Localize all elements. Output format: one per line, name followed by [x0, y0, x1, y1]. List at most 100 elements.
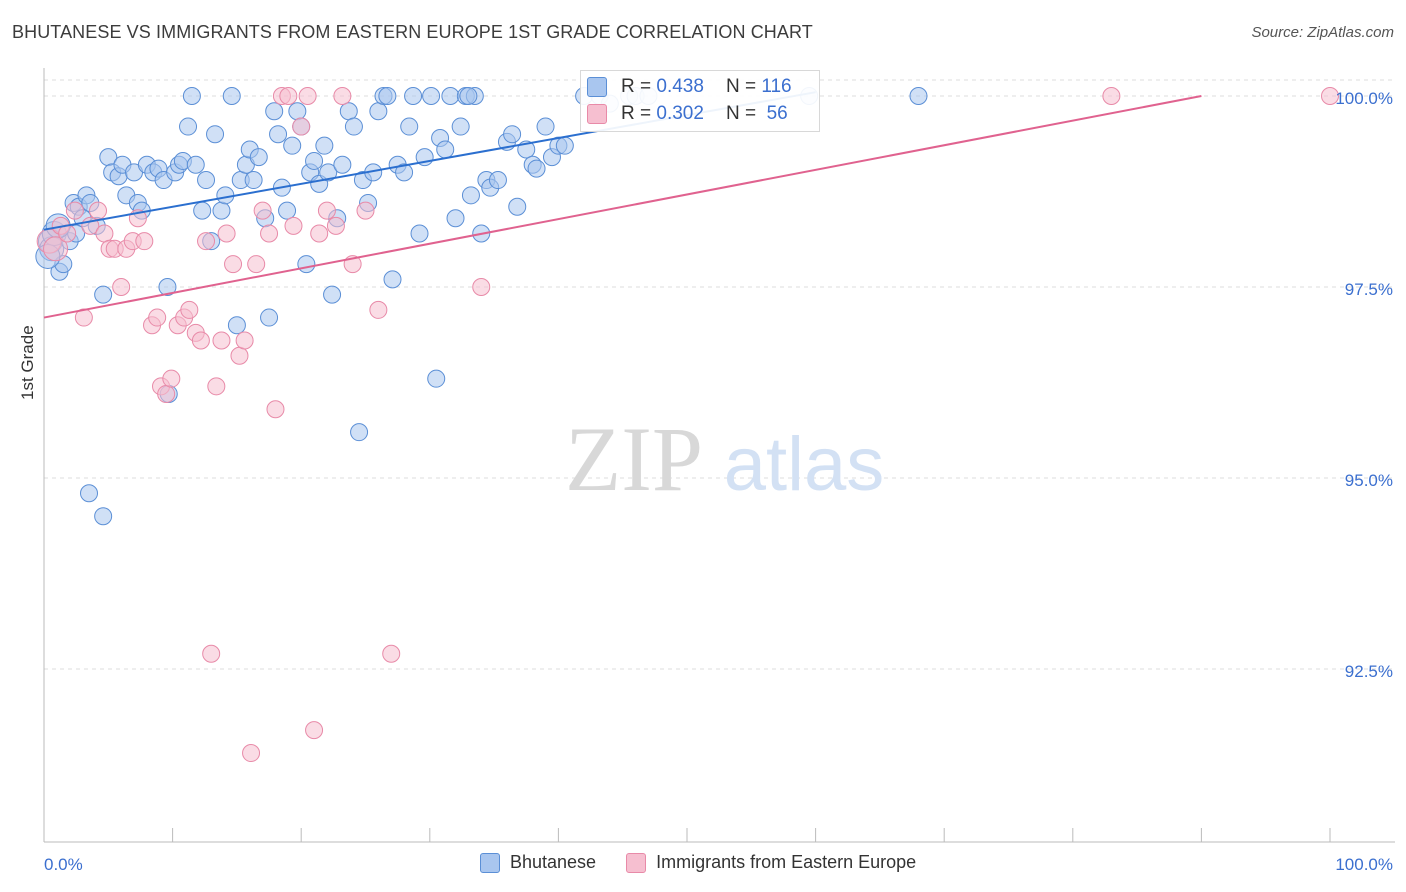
- point-s0-109: [909, 87, 928, 105]
- point-s0-62: [333, 155, 352, 174]
- point-s1-46: [317, 201, 336, 220]
- point-s1-40: [279, 87, 298, 105]
- point-s1-51: [369, 300, 388, 319]
- y-tick-label-3: 100.0%: [1335, 89, 1393, 108]
- point-s0-36: [212, 201, 231, 220]
- watermark-atlas: atlas: [724, 422, 885, 507]
- legend-swatch-bhutanese: [480, 852, 500, 873]
- axes: [43, 68, 1395, 843]
- point-s1-19: [157, 384, 176, 403]
- series-legend: Bhutanese Immigrants from Eastern Europe: [480, 852, 946, 873]
- point-s0-35: [206, 125, 225, 144]
- bhutanese-swatch: [587, 77, 607, 97]
- point-s0-52: [288, 102, 307, 121]
- point-s1-7: [89, 201, 108, 220]
- point-s0-98: [527, 159, 546, 178]
- x-tick-label-max: 100.0%: [1335, 855, 1393, 874]
- point-s1-42: [292, 117, 311, 136]
- legend-label-bhutanese: Bhutanese: [510, 852, 597, 872]
- point-s1-32: [230, 346, 249, 365]
- trend-line-s1: [43, 95, 1202, 319]
- point-s1-53: [472, 278, 491, 296]
- y-tick-label-0: 92.5%: [1345, 662, 1393, 681]
- point-s0-48: [269, 125, 288, 144]
- point-s0-99: [536, 117, 555, 136]
- point-s1-1: [43, 236, 69, 262]
- point-s1-28: [207, 377, 226, 396]
- x-tick-label-min: 0.0%: [44, 855, 83, 874]
- point-s0-12: [94, 285, 113, 304]
- point-s0-94: [503, 125, 522, 144]
- point-s1-31: [224, 255, 243, 274]
- eastern-europe-swatch: [587, 104, 607, 124]
- point-s0-117: [459, 87, 478, 105]
- point-s0-54: [297, 255, 316, 274]
- r-label: R =: [621, 76, 652, 97]
- legend-swatch-eastern-europe: [626, 852, 647, 873]
- point-s0-71: [378, 87, 397, 105]
- legend-item-eastern-europe[interactable]: Immigrants from Eastern Europe: [626, 852, 916, 873]
- point-s1-33: [235, 331, 254, 350]
- y-tick-label-2: 97.5%: [1345, 280, 1393, 299]
- r-value-eastern-europe: 0.302: [656, 103, 704, 124]
- point-s1-35: [247, 255, 266, 274]
- n-value-bhutanese: 116: [761, 76, 792, 97]
- point-s1-47: [326, 216, 345, 235]
- point-s1-52: [382, 644, 401, 663]
- point-s0-46: [260, 308, 279, 327]
- point-s0-84: [446, 209, 465, 228]
- point-s0-77: [410, 224, 429, 243]
- point-s0-79: [422, 87, 441, 105]
- legend-item-bhutanese[interactable]: Bhutanese: [480, 852, 596, 873]
- point-s1-37: [260, 224, 279, 243]
- point-s1-43: [298, 87, 317, 105]
- point-s1-4: [65, 201, 84, 220]
- point-s0-75: [400, 117, 419, 136]
- point-s0-85: [451, 117, 470, 136]
- y-tick-label-1: 95.0%: [1345, 471, 1393, 490]
- point-s0-83: [441, 87, 460, 105]
- point-s1-36: [253, 201, 272, 220]
- n-label: N =: [725, 103, 757, 124]
- point-s1-29: [212, 331, 231, 350]
- legend-label-eastern-europe: Immigrants from Eastern Europe: [656, 852, 917, 872]
- point-s1-54: [1102, 87, 1121, 105]
- point-s0-44: [249, 148, 268, 167]
- point-s0-110: [80, 484, 99, 503]
- point-s0-50: [278, 201, 297, 220]
- point-s0-31: [186, 155, 205, 174]
- point-s1-25: [191, 331, 210, 350]
- stats-row-bhutanese: R = 0.438 N = 116: [587, 75, 792, 99]
- r-label: R =: [621, 103, 652, 124]
- point-s0-111: [94, 507, 113, 526]
- point-s0-64: [344, 117, 363, 136]
- stats-legend: R = 0.438 N = 116 R = 0.302 N = 56: [580, 70, 820, 132]
- point-s0-72: [383, 270, 402, 289]
- point-s0-95: [508, 197, 527, 216]
- point-s0-58: [315, 136, 334, 155]
- point-s0-74: [395, 163, 414, 182]
- series-eastern-europe-points: [36, 87, 1339, 763]
- point-s1-8: [95, 224, 114, 243]
- point-s0-63: [339, 102, 358, 121]
- stats-row-eastern-europe: R = 0.302 N = 56: [587, 102, 788, 126]
- point-s0-76: [404, 87, 423, 105]
- point-s0-92: [488, 171, 507, 190]
- point-s0-30: [182, 87, 201, 105]
- point-s0-65: [350, 423, 369, 442]
- point-s0-69: [369, 102, 388, 121]
- point-s0-47: [265, 102, 284, 121]
- point-s1-41: [284, 216, 303, 235]
- point-s0-33: [197, 171, 216, 190]
- point-s1-15: [135, 232, 154, 251]
- point-s0-32: [193, 201, 212, 220]
- point-s0-56: [305, 151, 324, 170]
- point-s1-34: [242, 744, 261, 763]
- point-s1-38: [266, 400, 285, 419]
- point-s0-87: [461, 186, 480, 205]
- point-s0-102: [555, 136, 574, 155]
- point-s1-55: [1321, 87, 1339, 105]
- point-s1-48: [333, 87, 352, 105]
- y-axis-label: 1st Grade: [18, 325, 37, 400]
